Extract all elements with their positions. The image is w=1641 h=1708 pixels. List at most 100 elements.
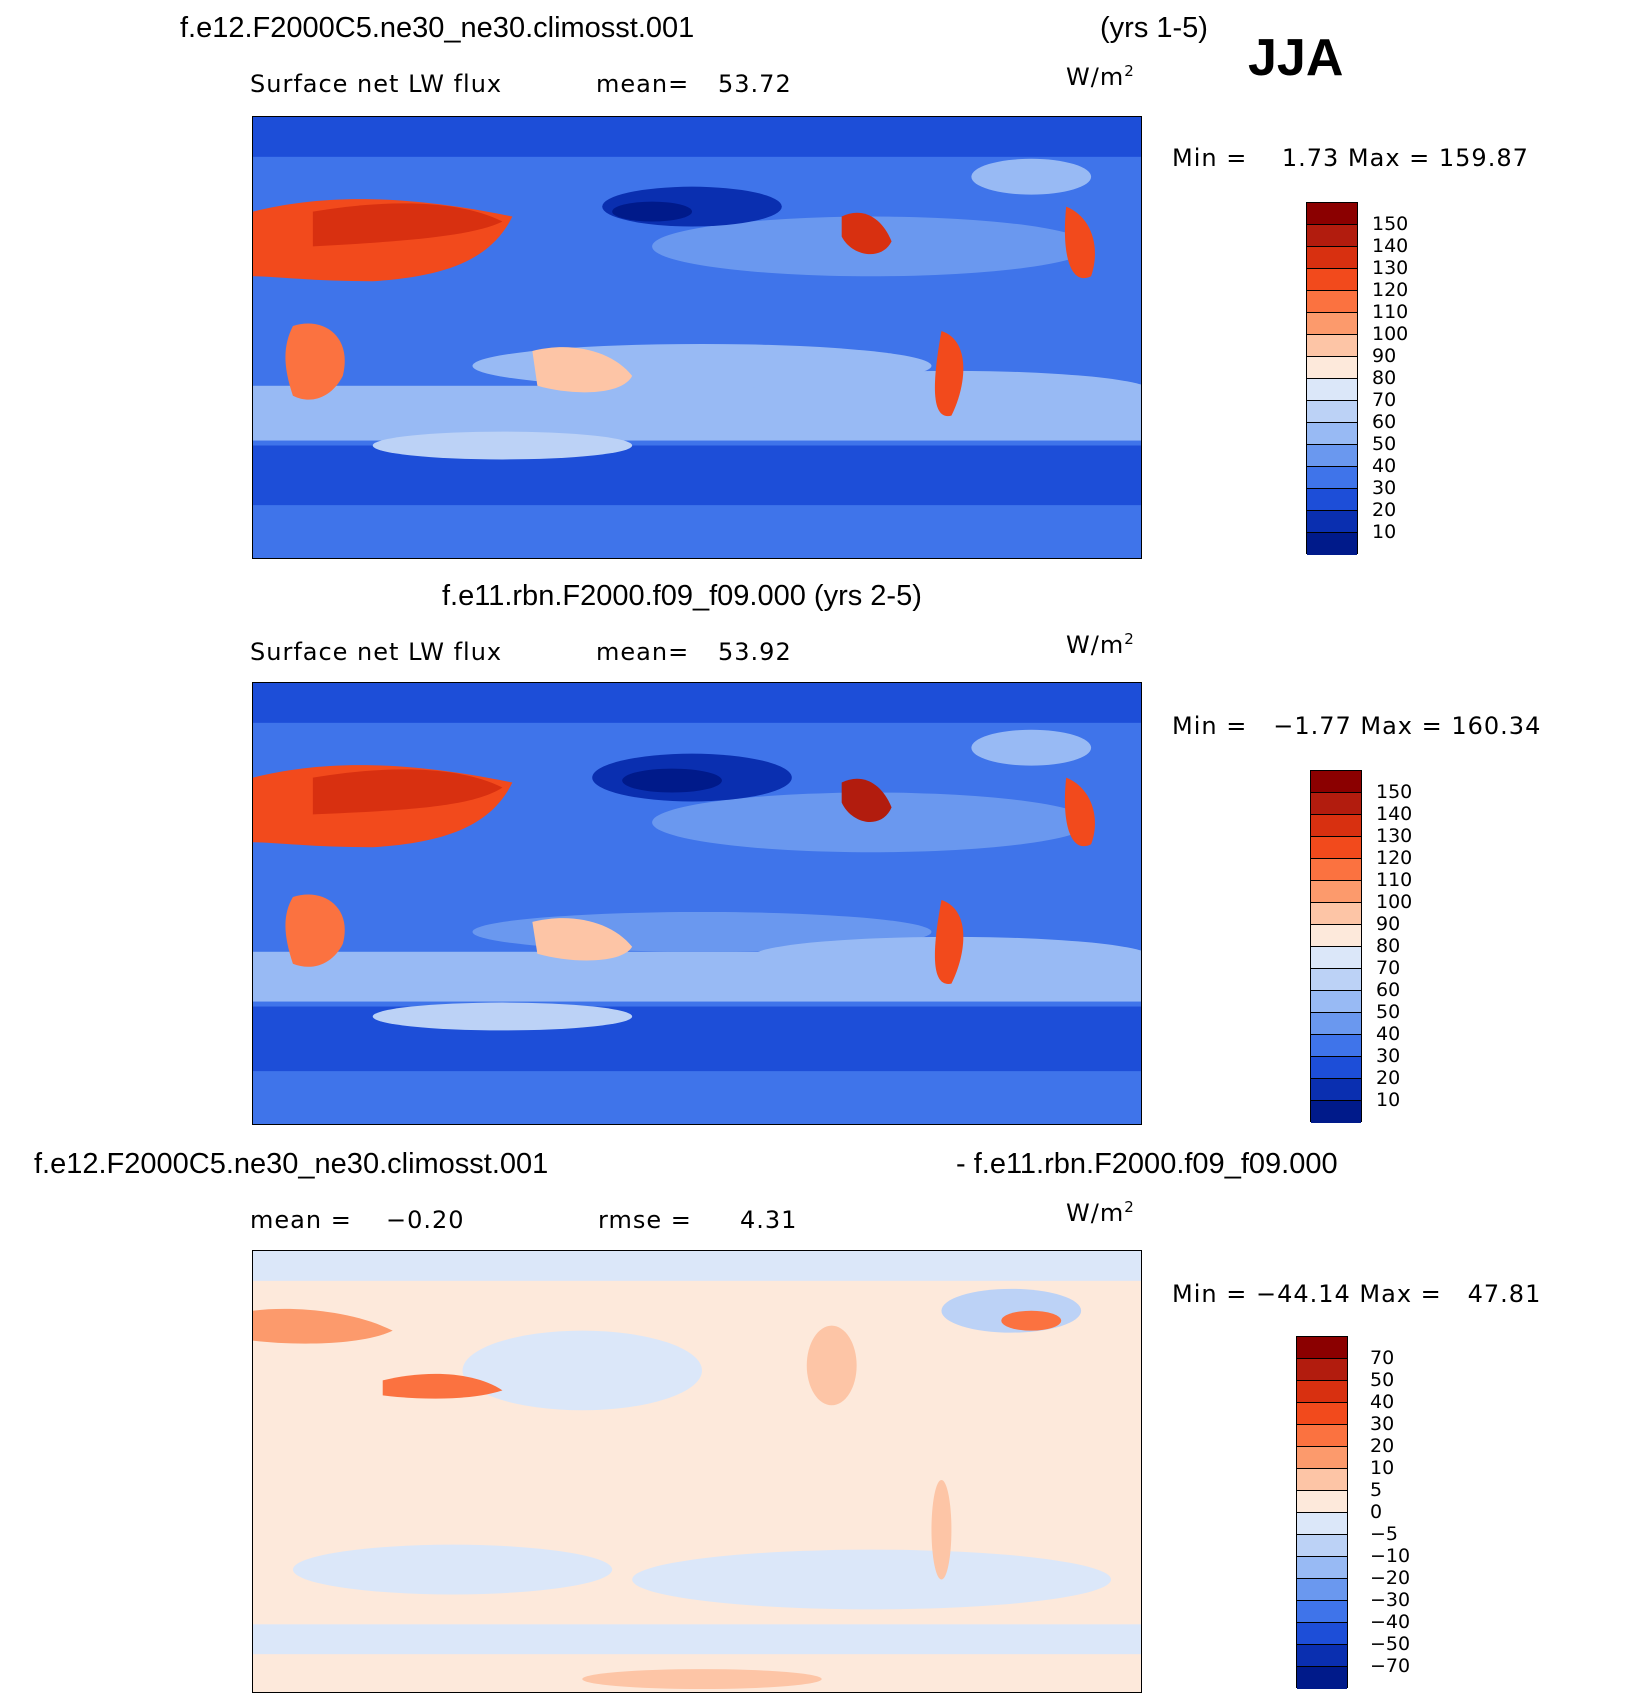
colorbar-swatch: [1307, 247, 1357, 269]
panel2-map: [252, 682, 1142, 1125]
colorbar-label: 70: [1376, 957, 1401, 979]
panel1-units: W/m2: [1066, 62, 1135, 91]
units-text: W/m: [1066, 63, 1125, 91]
colorbar-label: 5: [1370, 1479, 1383, 1501]
units-text: W/m: [1066, 631, 1125, 659]
colorbar-swatch: [1297, 1469, 1347, 1491]
colorbar-swatch: [1307, 313, 1357, 335]
colorbar-swatch: [1311, 1079, 1361, 1101]
colorbar-label: 70: [1372, 389, 1397, 411]
panel2-mean-value: 53.92: [718, 638, 792, 666]
colorbar-swatch: [1297, 1513, 1347, 1535]
colorbar-label: 10: [1370, 1457, 1395, 1479]
colorbar-swatch: [1297, 1667, 1347, 1689]
colorbar-swatch: [1297, 1623, 1347, 1645]
panel1-map-field: [253, 117, 1141, 558]
colorbar-swatch: [1307, 467, 1357, 489]
colorbar-swatch: [1307, 445, 1357, 467]
colorbar-label: −30: [1370, 1589, 1411, 1611]
colorbar-swatch: [1307, 511, 1357, 533]
colorbar-label: 10: [1372, 521, 1397, 543]
colorbar-swatch: [1311, 969, 1361, 991]
panel3-minmax: Min = −44.14 Max = 47.81: [1172, 1280, 1542, 1308]
units-exponent: 2: [1124, 62, 1135, 80]
units-exponent: 2: [1124, 1198, 1135, 1216]
panel3-colorbar: [1296, 1336, 1348, 1689]
colorbar-swatch: [1311, 925, 1361, 947]
colorbar-label: 100: [1372, 323, 1409, 345]
colorbar-swatch: [1307, 203, 1357, 225]
colorbar-swatch: [1297, 1491, 1347, 1513]
colorbar-swatch: [1297, 1579, 1347, 1601]
colorbar-swatch: [1297, 1645, 1347, 1667]
colorbar-label: 120: [1376, 847, 1413, 869]
panel1-minmax: Min = 1.73 Max = 159.87: [1172, 144, 1529, 172]
colorbar-swatch: [1307, 335, 1357, 357]
panel2-units: W/m2: [1066, 630, 1135, 659]
colorbar-swatch: [1297, 1381, 1347, 1403]
colorbar-label: 130: [1376, 825, 1413, 847]
colorbar-swatch: [1307, 533, 1357, 555]
colorbar-swatch: [1311, 793, 1361, 815]
panel3-units: W/m2: [1066, 1198, 1135, 1227]
panel3-case-title-left: f.e12.F2000C5.ne30_ne30.climosst.001: [34, 1148, 549, 1180]
units-text: W/m: [1066, 1199, 1125, 1227]
colorbar-label: 30: [1370, 1413, 1395, 1435]
panel1-mean-value: 53.72: [718, 70, 792, 98]
colorbar-label: −5: [1370, 1523, 1399, 1545]
colorbar-swatch: [1307, 401, 1357, 423]
colorbar-label: −40: [1370, 1611, 1411, 1633]
panel1-mean-label: mean=: [596, 70, 690, 98]
panel3-rmse-label: rmse =: [598, 1206, 692, 1234]
panel1-case-title: f.e12.F2000C5.ne30_ne30.climosst.001: [180, 12, 695, 44]
colorbar-swatch: [1307, 269, 1357, 291]
colorbar-label: −10: [1370, 1545, 1411, 1567]
colorbar-swatch: [1311, 1101, 1361, 1123]
panel2-variable-label: Surface net LW flux: [250, 638, 503, 666]
colorbar-swatch: [1311, 815, 1361, 837]
colorbar-label: 60: [1376, 979, 1401, 1001]
colorbar-label: −70: [1370, 1655, 1411, 1677]
panel1-years: (yrs 1-5): [1100, 12, 1208, 44]
colorbar-label: 130: [1372, 257, 1409, 279]
colorbar-swatch: [1307, 379, 1357, 401]
colorbar-swatch: [1311, 1035, 1361, 1057]
colorbar-label: 40: [1376, 1023, 1401, 1045]
colorbar-swatch: [1311, 771, 1361, 793]
colorbar-label: 140: [1372, 235, 1409, 257]
panel3-map: [252, 1250, 1142, 1693]
colorbar-label: 80: [1376, 935, 1401, 957]
colorbar-label: 30: [1376, 1045, 1401, 1067]
colorbar-label: 110: [1376, 869, 1413, 891]
colorbar-swatch: [1297, 1601, 1347, 1623]
panel2-colorbar: [1310, 770, 1362, 1123]
colorbar-label: 40: [1370, 1391, 1395, 1413]
panel3-rmse-value: 4.31: [740, 1206, 798, 1234]
colorbar-swatch: [1307, 423, 1357, 445]
colorbar-label: −20: [1370, 1567, 1411, 1589]
season-title: JJA: [1248, 29, 1344, 87]
colorbar-label: 10: [1376, 1089, 1401, 1111]
colorbar-label: 20: [1376, 1067, 1401, 1089]
colorbar-label: 120: [1372, 279, 1409, 301]
panel1-variable-label: Surface net LW flux: [250, 70, 503, 98]
colorbar-label: 50: [1372, 433, 1397, 455]
panel1-colorbar: [1306, 202, 1358, 555]
panel2-map-field: [253, 683, 1141, 1124]
units-exponent: 2: [1124, 630, 1135, 648]
panel3-mean-label: mean =: [250, 1206, 352, 1234]
colorbar-swatch: [1311, 1013, 1361, 1035]
colorbar-swatch: [1297, 1535, 1347, 1557]
colorbar-swatch: [1297, 1337, 1347, 1359]
colorbar-label: 30: [1372, 477, 1397, 499]
colorbar-label: 50: [1370, 1369, 1395, 1391]
panel1-map: [252, 116, 1142, 559]
colorbar-label: 150: [1372, 213, 1409, 235]
colorbar-swatch: [1311, 1057, 1361, 1079]
panel3-mean-value: −0.20: [386, 1206, 465, 1234]
colorbar-swatch: [1311, 991, 1361, 1013]
colorbar-label: 40: [1372, 455, 1397, 477]
colorbar-swatch: [1311, 947, 1361, 969]
colorbar-label: 20: [1372, 499, 1397, 521]
colorbar-label: 80: [1372, 367, 1397, 389]
